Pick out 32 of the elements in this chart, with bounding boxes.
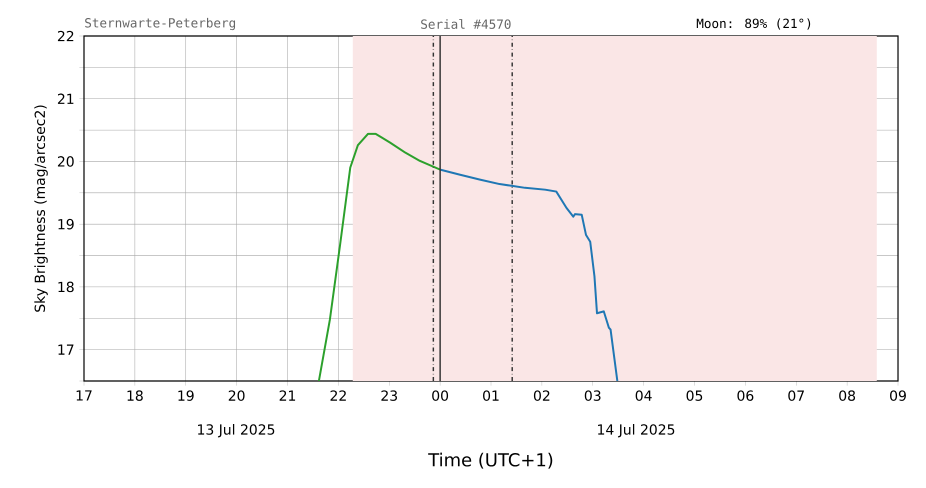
y-tick-label: 19 bbox=[58, 218, 74, 230]
y-tick-label: 18 bbox=[58, 282, 74, 292]
text: 13 Jul 2025 bbox=[198, 424, 274, 438]
y-tick-label: 21 bbox=[58, 94, 74, 104]
x-tick-label: 07 bbox=[788, 390, 804, 401]
x-tick-label: 21 bbox=[280, 390, 296, 401]
y-axis-title: Sky Brightness (mag/arcsec2) bbox=[34, 105, 48, 312]
x-tick-label: 18 bbox=[128, 390, 143, 401]
x-tick-label: 03 bbox=[584, 390, 600, 401]
x-tick-label: 17 bbox=[76, 390, 92, 401]
text: 14 Jul 2025 bbox=[598, 424, 674, 438]
x-tick-label: 05 bbox=[686, 390, 702, 401]
line-series bbox=[439, 168, 618, 381]
line-series bbox=[318, 132, 442, 381]
text: Serial #4570 bbox=[421, 19, 511, 29]
x-tick-label: 20 bbox=[228, 390, 245, 401]
x-tick-label: 04 bbox=[636, 390, 652, 401]
y-tick-label: 22 bbox=[58, 30, 74, 42]
x-tick-label: 22 bbox=[330, 390, 346, 401]
y-tick-label: 20 bbox=[58, 156, 74, 167]
x-axis-title: Time (UTC+1) bbox=[428, 452, 552, 469]
x-tick-label: 19 bbox=[178, 390, 194, 401]
x-tick-label: 06 bbox=[737, 390, 754, 401]
x-tick-label: 09 bbox=[890, 390, 906, 401]
x-tick-label: 08 bbox=[839, 390, 856, 401]
text: Sternwarte-Peterberg bbox=[85, 18, 236, 30]
x-tick-label: 01 bbox=[483, 390, 499, 401]
x-tick-label: 23 bbox=[381, 390, 397, 401]
x-tick-label: 00 bbox=[432, 390, 448, 401]
text: Moon: 89% (21°) bbox=[696, 18, 810, 30]
x-tick-label: 02 bbox=[534, 390, 550, 401]
y-tick-label: 17 bbox=[58, 344, 74, 355]
